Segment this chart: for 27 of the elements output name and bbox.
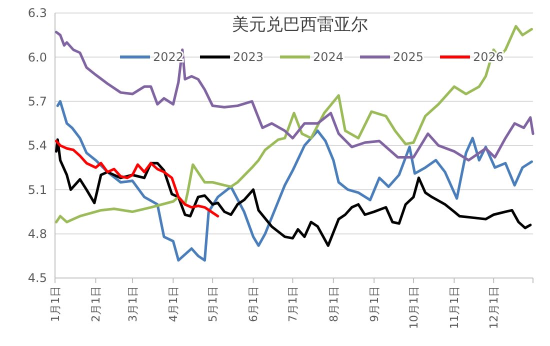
line-series [55, 138, 532, 247]
x-tick-label: 12月1日 [487, 286, 500, 329]
line-series [55, 140, 220, 218]
x-tick-label: 11月1日 [448, 286, 462, 329]
legend-label: 2024 [313, 50, 344, 64]
x-tick-label: 3月1日 [126, 286, 140, 322]
x-tick-label: 4月1日 [167, 286, 180, 322]
x-tick-label: 8月1日 [327, 286, 340, 322]
x-tick-label: 10月1日 [407, 286, 420, 329]
y-tick-label: 5.1 [28, 182, 47, 197]
x-tick-label: 2月1日 [90, 286, 103, 322]
legend-label: 2023 [233, 50, 264, 64]
chart-title: 美元兑巴西雷亚尔 [232, 15, 368, 35]
line-series [56, 100, 533, 262]
x-tick-label: 7月1日 [286, 286, 300, 322]
y-tick-label: 5.4 [28, 138, 47, 153]
y-tick-label: 6.0 [28, 50, 47, 64]
y-tick-label: 5.7 [28, 94, 47, 109]
y-tick-label: 6.3 [28, 6, 47, 20]
x-tick-label: 6月1日 [247, 286, 260, 322]
y-tick-label: 4.5 [28, 271, 47, 286]
x-tick-label: 1月1日 [48, 286, 62, 322]
x-tick-label: 5月1日 [206, 286, 220, 322]
x-tick-label: 9月1日 [368, 286, 381, 322]
legend-label: 2025 [393, 50, 424, 64]
y-tick-label: 4.8 [28, 227, 47, 242]
line-series [55, 30, 534, 162]
